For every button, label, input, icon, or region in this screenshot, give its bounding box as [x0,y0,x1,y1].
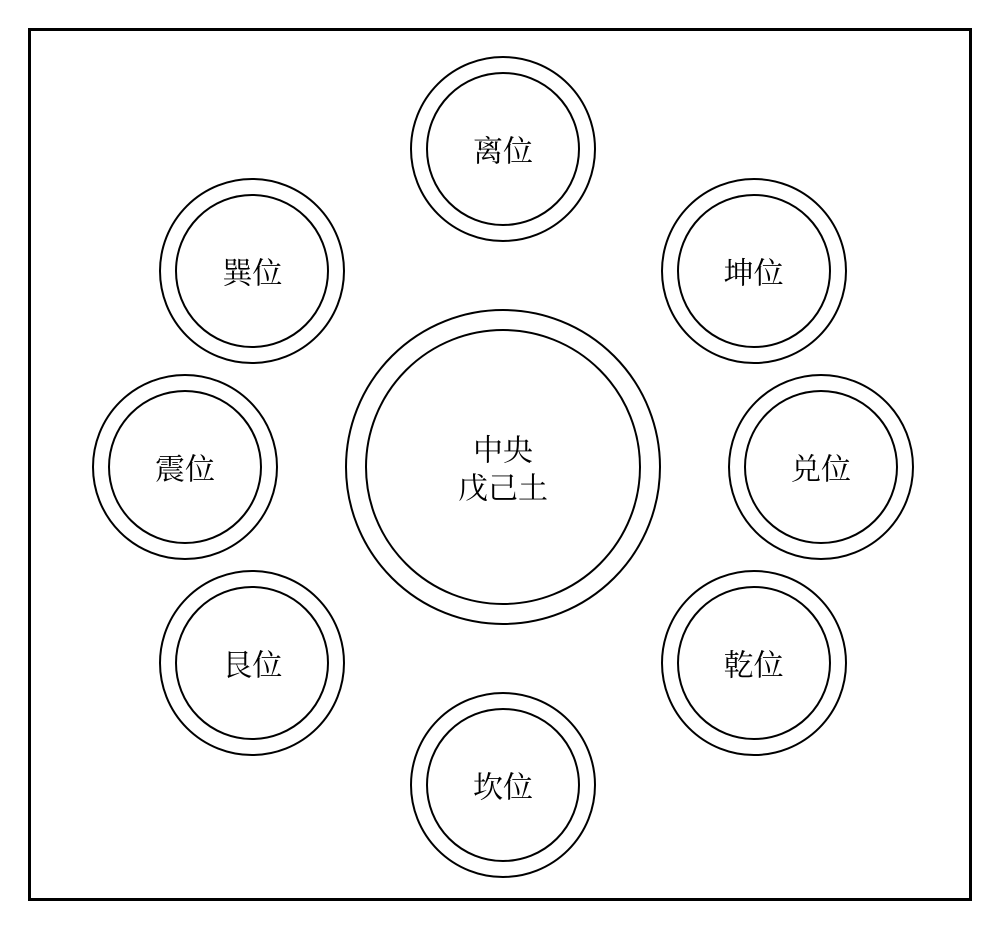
center-node: 中央 戊己土 [345,309,661,625]
center-node-label: 中央 戊己土 [458,430,548,505]
node-kun-label: 坤位 [724,252,784,290]
node-li: 离位 [410,56,596,242]
node-kan: 坎位 [410,692,596,878]
node-li-label: 离位 [473,130,533,168]
node-kan-label: 坎位 [473,766,533,804]
node-qian-label: 乾位 [724,644,784,682]
node-dui-label: 兑位 [791,448,851,486]
node-dui: 兑位 [728,374,914,560]
node-xun: 巽位 [159,178,345,364]
node-xun-label: 巽位 [222,252,282,290]
node-gen-label: 艮位 [222,644,282,682]
node-qian: 乾位 [661,570,847,756]
node-gen: 艮位 [159,570,345,756]
node-zhen: 震位 [92,374,278,560]
node-kun: 坤位 [661,178,847,364]
node-zhen-label: 震位 [155,448,215,486]
diagram-frame: 中央 戊己土 离位坤位兑位乾位坎位 艮位 震位 巽位 [28,28,972,901]
